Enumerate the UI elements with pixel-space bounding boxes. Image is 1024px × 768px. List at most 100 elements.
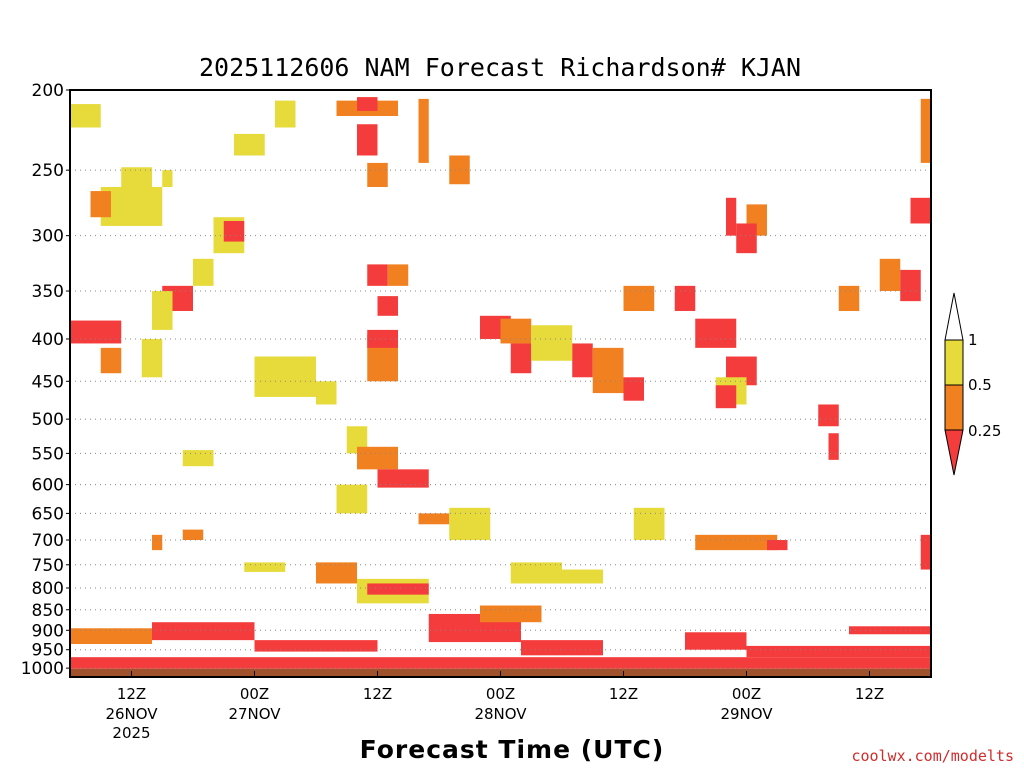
x-tick-date: 26NOV: [105, 705, 158, 723]
heatmap-cell: [695, 534, 778, 551]
heatmap-cell: [254, 640, 378, 652]
y-tick-label: 250: [32, 161, 64, 181]
heatmap-cell: [633, 507, 665, 541]
y-tick-label: 950: [32, 641, 64, 661]
heatmap-cell: [510, 343, 532, 374]
y-tick-label: 200: [32, 81, 64, 101]
heatmap-cell: [715, 385, 737, 409]
y-tick-label: 550: [32, 444, 64, 464]
y-tick-label: 300: [32, 227, 64, 247]
heatmap-cell: [367, 162, 388, 187]
legend-label: 1: [968, 331, 978, 349]
heatmap-cell: [828, 433, 839, 460]
y-tick-label: 600: [32, 476, 64, 496]
heatmap-cell: [367, 329, 398, 348]
legend-arrow-top: [944, 292, 964, 341]
heatmap-cell: [685, 632, 747, 650]
heatmap-cell: [531, 325, 573, 361]
x-tick-label: 12Z: [117, 685, 146, 703]
heatmap-cell: [767, 540, 788, 551]
legend-swatch: [944, 339, 964, 386]
legend-label: 0.25: [968, 422, 1001, 440]
heatmap-cell: [726, 197, 737, 236]
x-tick-label: 12Z: [363, 685, 392, 703]
heatmap-cell: [100, 347, 122, 374]
heatmap-cell: [623, 377, 644, 401]
heatmap-cell: [510, 562, 562, 584]
heatmap-cell: [377, 100, 398, 116]
x-tick-label: 12Z: [855, 685, 884, 703]
y-tick-label: 650: [32, 504, 64, 524]
heatmap-cell: [367, 583, 429, 595]
heatmap-cell: [70, 628, 152, 644]
heatmap-cell: [818, 404, 839, 427]
x-tick-year: 2025: [112, 724, 150, 742]
heatmap-cell: [572, 343, 593, 378]
gridlines: [70, 169, 931, 669]
x-tick-label: 12Z: [609, 685, 638, 703]
y-tick-label: 850: [32, 601, 64, 621]
heatmap-cell: [695, 318, 737, 348]
heatmap-cell: [449, 155, 470, 185]
heatmap-cell: [879, 258, 901, 292]
x-tick-date: 28NOV: [474, 705, 527, 723]
heatmap-cell: [500, 318, 532, 344]
heatmap-cell: [900, 269, 921, 302]
heatmap-cell: [562, 569, 603, 584]
heatmap-cell: [275, 100, 296, 128]
legend-label: 0.5: [968, 376, 992, 394]
heatmap-cell: [223, 220, 245, 242]
heatmap-cell: [316, 562, 357, 584]
heatmap-cell: [387, 264, 409, 286]
heatmap-cell: [367, 264, 388, 286]
x-tick-date: 29NOV: [720, 705, 773, 723]
legend-swatch: [944, 384, 964, 431]
heatmap-cell: [141, 338, 163, 378]
heatmap-cell: [182, 529, 204, 541]
x-tick-label: 00Z: [732, 685, 761, 703]
heatmap-cell: [254, 356, 316, 397]
y-tick-label: 500: [32, 410, 64, 430]
heatmap-cell: [70, 657, 931, 669]
y-tick-label: 400: [32, 330, 64, 350]
heatmap-cell: [592, 347, 624, 394]
y-tick-label: 750: [32, 556, 64, 576]
heatmap-cell: [121, 167, 152, 187]
heatmap-cell: [234, 133, 265, 156]
heatmap-cell: [418, 98, 429, 163]
x-tick-label: 00Z: [486, 685, 515, 703]
heatmap-cell: [70, 320, 122, 344]
heatmap-cells: [70, 97, 931, 677]
heatmap-cell: [736, 223, 757, 254]
heatmap-cell: [746, 645, 931, 658]
heatmap-cell: [70, 104, 101, 128]
x-tick-date: 27NOV: [228, 705, 281, 723]
y-axis: 200 250 300 350 400 450 500 550 600 650 700 750 8008…: [21, 81, 70, 679]
heatmap-cell: [162, 170, 173, 187]
heatmap-cell: [674, 285, 696, 311]
heatmap-cell: [152, 622, 255, 641]
heatmap-cell: [838, 285, 860, 311]
legend-arrow-bottom: [944, 429, 964, 476]
heatmap-cell: [920, 534, 931, 570]
x-tick-label: 00Z: [240, 685, 269, 703]
heatmap-cell: [480, 605, 542, 623]
heatmap-cell: [244, 562, 286, 572]
heatmap-cell: [357, 446, 398, 470]
y-tick-label: 800: [32, 579, 64, 599]
heatmap-cell: [182, 450, 214, 467]
colorbar-legend: 1 0.5 0.25: [944, 292, 1001, 476]
heatmap-cell: [623, 285, 655, 311]
y-tick-label: 350: [32, 282, 64, 302]
heatmap-cell: [152, 291, 173, 330]
heatmap-cell: [357, 97, 378, 111]
heatmap-cell: [920, 98, 931, 163]
heatmap-cell: [449, 507, 491, 541]
heatmap-cell: [521, 640, 603, 656]
heatmap-cell: [316, 381, 337, 405]
heatmap-cell: [346, 426, 368, 454]
y-tick-label: 450: [32, 372, 64, 392]
plot-frame: [69, 89, 932, 678]
